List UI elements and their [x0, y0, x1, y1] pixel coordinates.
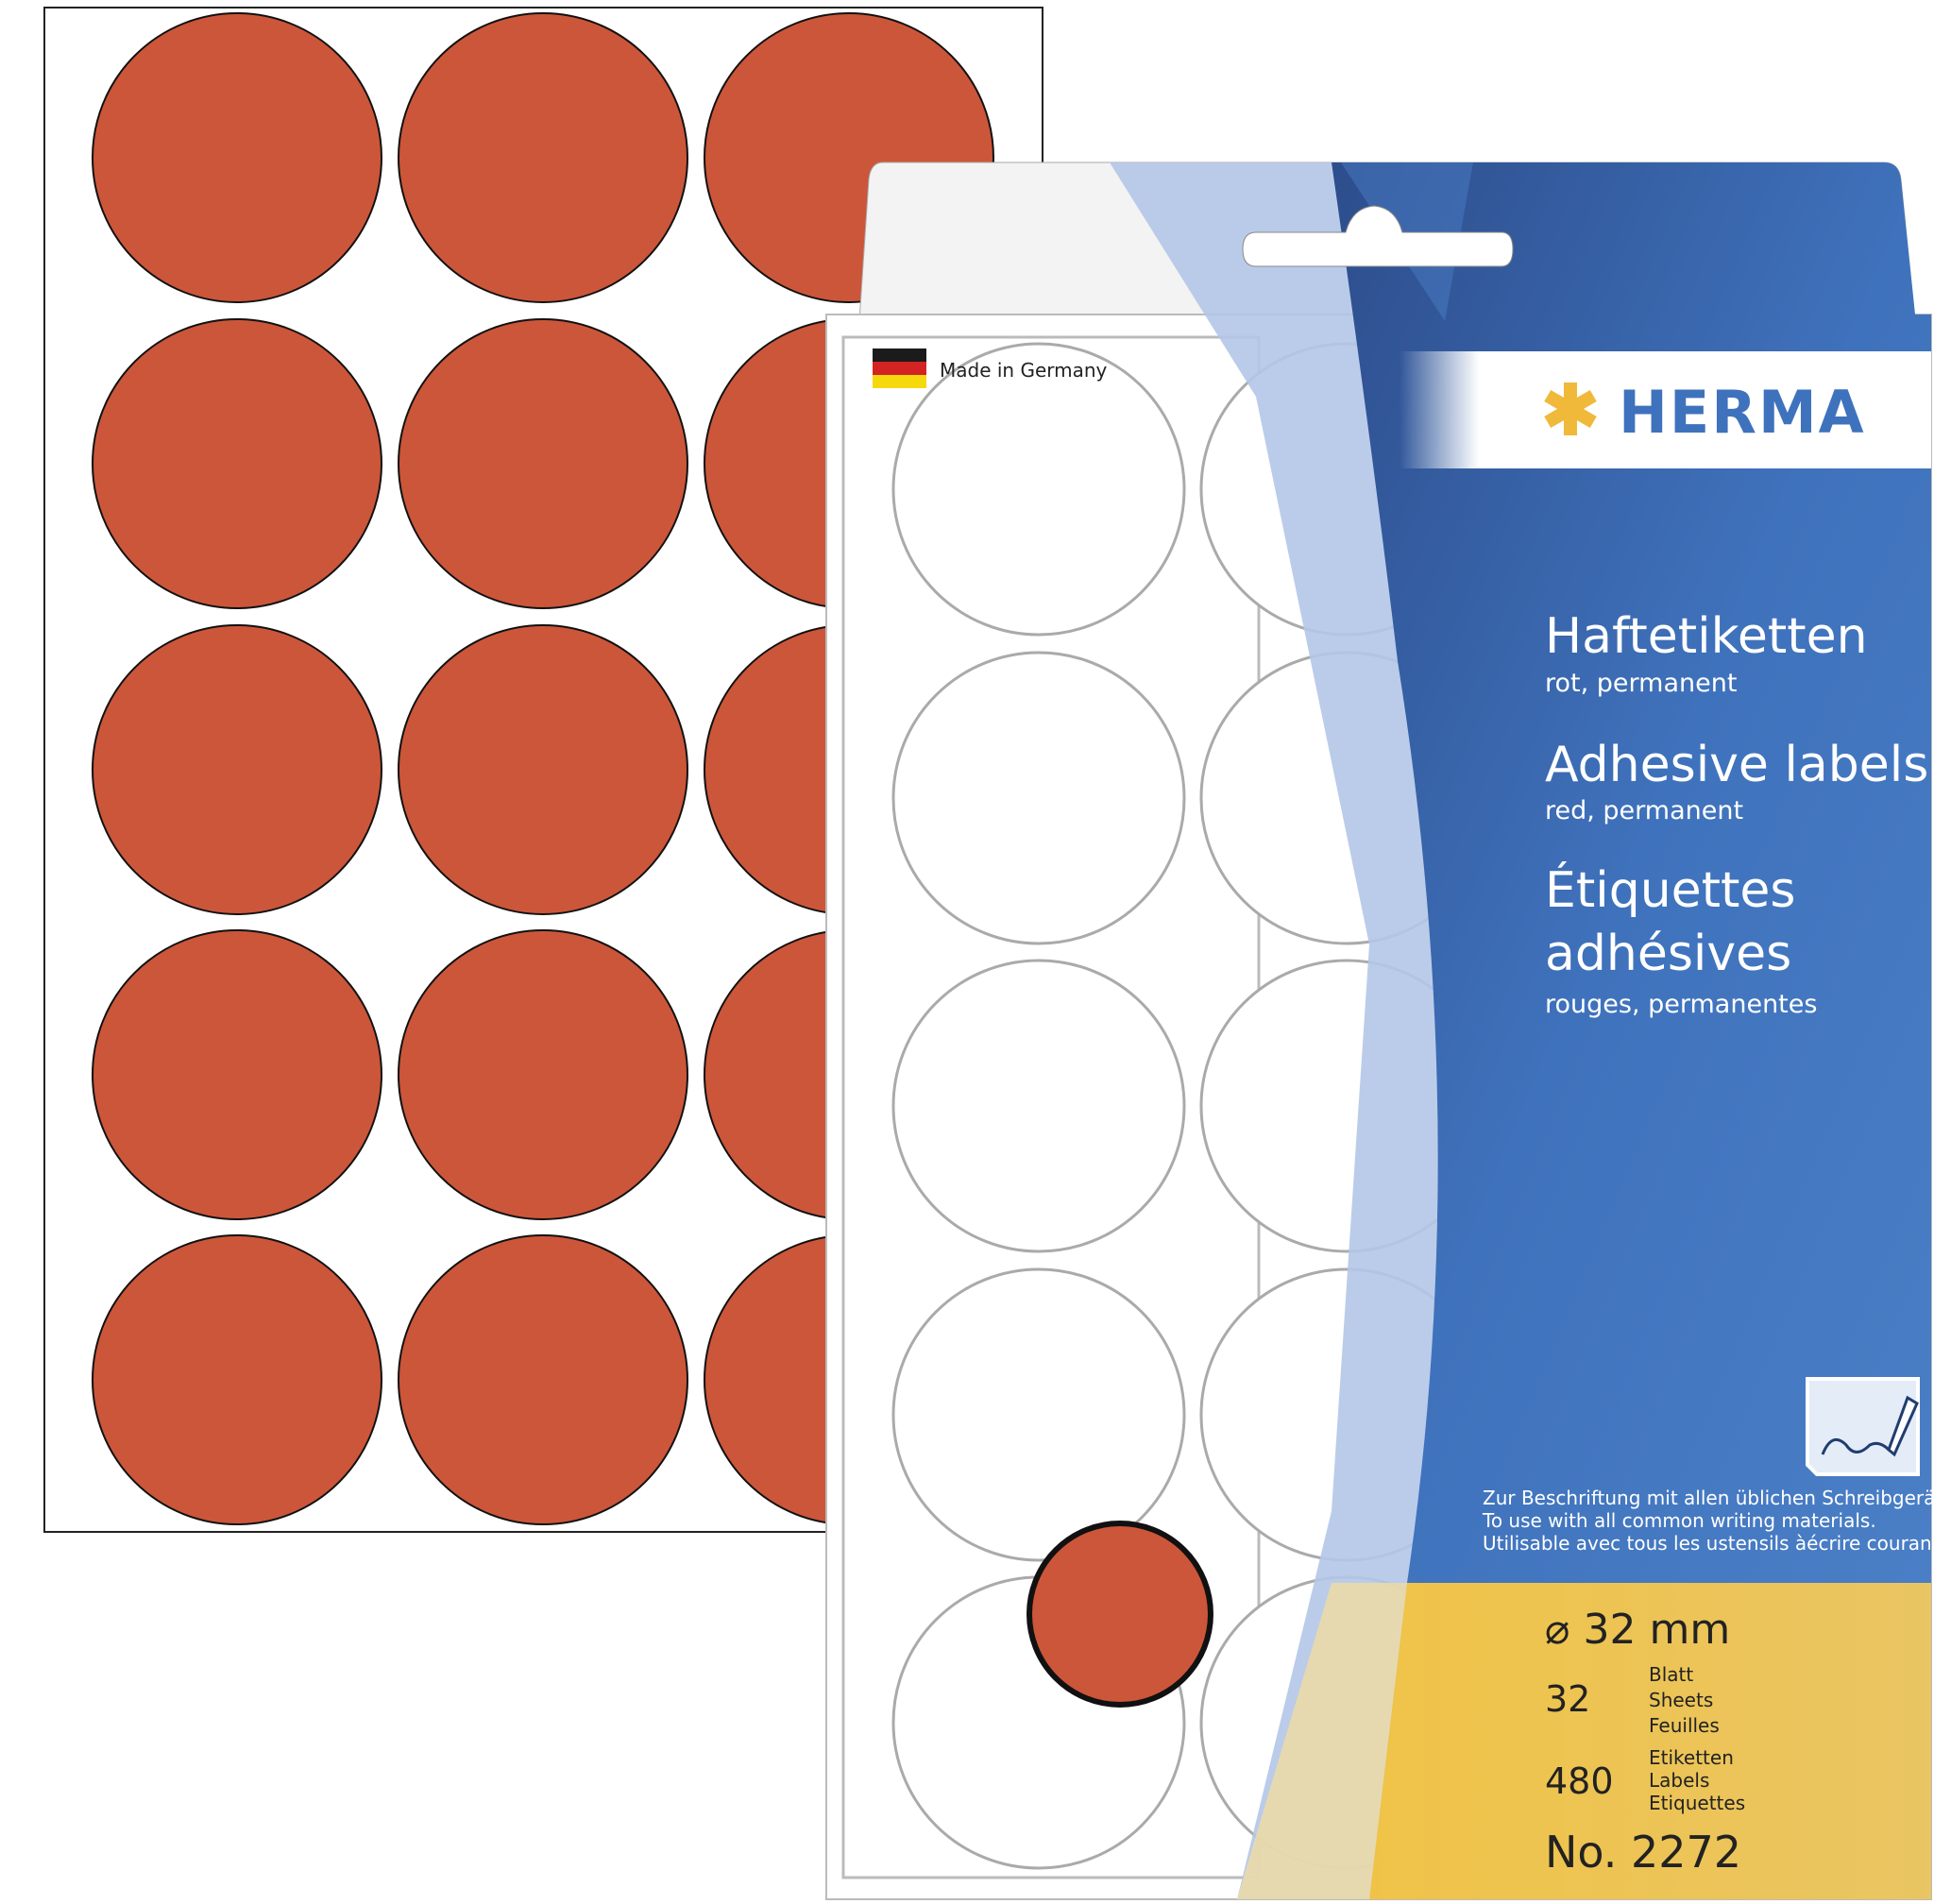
labels-count: 480 — [1545, 1760, 1614, 1802]
red-label — [92, 12, 382, 303]
herma-star-icon — [1544, 382, 1597, 435]
diameter: ⌀ 32 mm — [1545, 1606, 1731, 1654]
red-label-sample — [1026, 1521, 1213, 1708]
sheets-count: 32 — [1545, 1678, 1591, 1720]
title-fr-line2: adhésives — [1545, 926, 1792, 982]
red-label — [92, 1234, 382, 1525]
subtitle-de: rot, permanent — [1545, 669, 1738, 698]
article-number: No. 2272 — [1545, 1827, 1742, 1878]
red-label — [398, 12, 688, 303]
package — [825, 162, 1932, 1900]
red-label — [398, 318, 688, 609]
subtitle-fr: rouges, permanentes — [1545, 990, 1818, 1019]
sheets-label-en: Sheets — [1649, 1689, 1714, 1711]
title-fr-line1: Étiquettes — [1545, 862, 1796, 919]
red-label — [92, 318, 382, 609]
subtitle-en: red, permanent — [1545, 796, 1744, 825]
labels-label-de: Etiketten — [1649, 1746, 1734, 1769]
labels-labels: Etiketten Labels Etiquettes — [1649, 1746, 1745, 1814]
red-label — [398, 1234, 688, 1525]
labels-label-en: Labels — [1649, 1769, 1710, 1792]
red-label — [92, 624, 382, 915]
red-label — [92, 929, 382, 1220]
labels-label-fr: Etiquettes — [1649, 1792, 1746, 1814]
german-flag-icon — [873, 348, 926, 388]
blank-label-outline — [891, 1267, 1186, 1562]
title-en: Adhesive labels — [1545, 737, 1929, 793]
blank-label-outline — [891, 651, 1186, 945]
made-in-germany: Made in Germany — [940, 359, 1108, 382]
title-de: Haftetiketten — [1545, 608, 1868, 665]
usage-fr: Utilisable avec tous les ustensils àécri… — [1483, 1532, 1934, 1555]
red-label — [398, 929, 688, 1220]
usage-en: To use with all common writing materials… — [1483, 1509, 1876, 1532]
sheets-labels: Blatt Sheets Feuilles — [1649, 1662, 1720, 1739]
usage-de: Zur Beschriftung mit allen üblichen Schr… — [1483, 1487, 1934, 1509]
red-label — [398, 624, 688, 915]
blank-label-outline — [891, 959, 1186, 1253]
pen-writing-icon — [1806, 1377, 1920, 1476]
sheets-label-fr: Feuilles — [1649, 1714, 1720, 1737]
sheets-label-de: Blatt — [1649, 1663, 1694, 1686]
blank-label-outline — [891, 342, 1186, 637]
brand-logo: HERMA — [1619, 378, 1866, 447]
